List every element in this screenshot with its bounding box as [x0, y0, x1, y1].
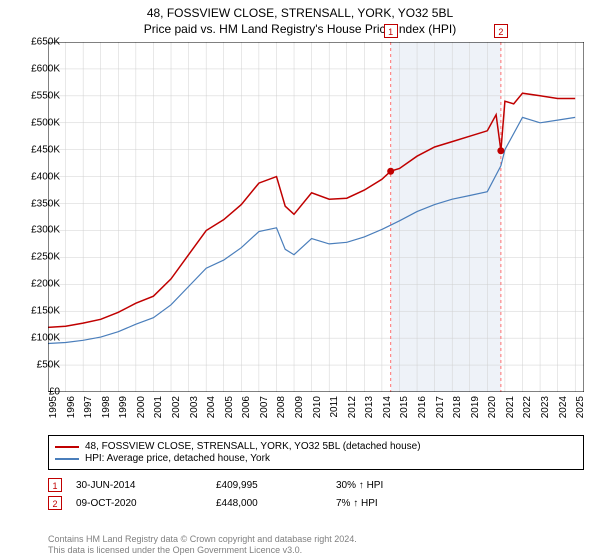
legend-swatch-1 — [55, 446, 79, 448]
xtick-label: 2021 — [505, 396, 516, 436]
ytick-label: £450K — [31, 144, 60, 155]
xtick-label: 2025 — [575, 396, 586, 436]
footer-line1: Contains HM Land Registry data © Crown c… — [48, 534, 357, 545]
xtick-label: 2005 — [224, 396, 235, 436]
xtick-label: 1995 — [48, 396, 59, 436]
xtick-label: 2023 — [540, 396, 551, 436]
ytick-label: £250K — [31, 252, 60, 263]
ytick-label: £200K — [31, 279, 60, 290]
xtick-label: 2010 — [312, 396, 323, 436]
xtick-label: 2016 — [417, 396, 428, 436]
legend-block: 48, FOSSVIEW CLOSE, STRENSALL, YORK, YO3… — [48, 435, 584, 514]
ytick-label: £350K — [31, 198, 60, 209]
xtick-label: 2009 — [294, 396, 305, 436]
xtick-label: 2020 — [487, 396, 498, 436]
transaction-marker: 2 — [48, 496, 62, 510]
xtick-label: 1998 — [101, 396, 112, 436]
footer: Contains HM Land Registry data © Crown c… — [48, 534, 357, 557]
legend-box: 48, FOSSVIEW CLOSE, STRENSALL, YORK, YO3… — [48, 435, 584, 470]
xtick-label: 1997 — [83, 396, 94, 436]
legend-row-2: HPI: Average price, detached house, York — [55, 453, 577, 464]
legend-row-1: 48, FOSSVIEW CLOSE, STRENSALL, YORK, YO3… — [55, 441, 577, 452]
xtick-label: 2024 — [558, 396, 569, 436]
ytick-label: £550K — [31, 90, 60, 101]
xtick-label: 2013 — [364, 396, 375, 436]
xtick-label: 2011 — [329, 396, 340, 436]
ytick-label: £300K — [31, 225, 60, 236]
xtick-label: 2017 — [435, 396, 446, 436]
xtick-label: 2018 — [452, 396, 463, 436]
xtick-label: 2006 — [241, 396, 252, 436]
ytick-label: £400K — [31, 171, 60, 182]
ytick-label: £100K — [31, 333, 60, 344]
xtick-label: 2003 — [189, 396, 200, 436]
ytick-label: £50K — [37, 360, 60, 371]
xtick-label: 2001 — [153, 396, 164, 436]
xtick-label: 2007 — [259, 396, 270, 436]
title-line2: Price paid vs. HM Land Registry's House … — [0, 22, 600, 36]
transaction-date: 09-OCT-2020 — [76, 498, 216, 509]
chart-container: 48, FOSSVIEW CLOSE, STRENSALL, YORK, YO3… — [0, 0, 600, 560]
xtick-label: 2015 — [399, 396, 410, 436]
ytick-label: £600K — [31, 63, 60, 74]
chart-svg — [48, 42, 584, 392]
xtick-label: 2002 — [171, 396, 182, 436]
ytick-label: £150K — [31, 306, 60, 317]
transaction-date: 30-JUN-2014 — [76, 480, 216, 491]
chart-marker: 1 — [384, 24, 398, 38]
title-line1: 48, FOSSVIEW CLOSE, STRENSALL, YORK, YO3… — [0, 6, 600, 20]
title-block: 48, FOSSVIEW CLOSE, STRENSALL, YORK, YO3… — [0, 0, 600, 36]
chart-area — [48, 42, 584, 392]
transaction-marker: 1 — [48, 478, 62, 492]
transaction-row: 1 30-JUN-2014£409,99530% ↑ HPI — [48, 478, 584, 492]
legend-label-2: HPI: Average price, detached house, York — [85, 453, 270, 464]
xtick-label: 2019 — [470, 396, 481, 436]
xtick-label: 2008 — [276, 396, 287, 436]
ytick-label: £650K — [31, 37, 60, 48]
xtick-label: 2022 — [522, 396, 533, 436]
xtick-label: 2012 — [347, 396, 358, 436]
xtick-label: 1999 — [118, 396, 129, 436]
transaction-price: £448,000 — [216, 498, 336, 509]
transaction-price: £409,995 — [216, 480, 336, 491]
footer-line2: This data is licensed under the Open Gov… — [48, 545, 357, 556]
chart-marker: 2 — [494, 24, 508, 38]
transaction-delta: 7% ↑ HPI — [336, 498, 456, 509]
transaction-rows: 1 30-JUN-2014£409,99530% ↑ HPI 2 09-OCT-202… — [48, 478, 584, 510]
xtick-label: 2014 — [382, 396, 393, 436]
xtick-label: 2004 — [206, 396, 217, 436]
transaction-row: 2 09-OCT-2020£448,0007% ↑ HPI — [48, 496, 584, 510]
xtick-label: 2000 — [136, 396, 147, 436]
legend-label-1: 48, FOSSVIEW CLOSE, STRENSALL, YORK, YO3… — [85, 441, 421, 452]
legend-swatch-2 — [55, 458, 79, 460]
xtick-label: 1996 — [66, 396, 77, 436]
transaction-delta: 30% ↑ HPI — [336, 480, 456, 491]
ytick-label: £500K — [31, 117, 60, 128]
